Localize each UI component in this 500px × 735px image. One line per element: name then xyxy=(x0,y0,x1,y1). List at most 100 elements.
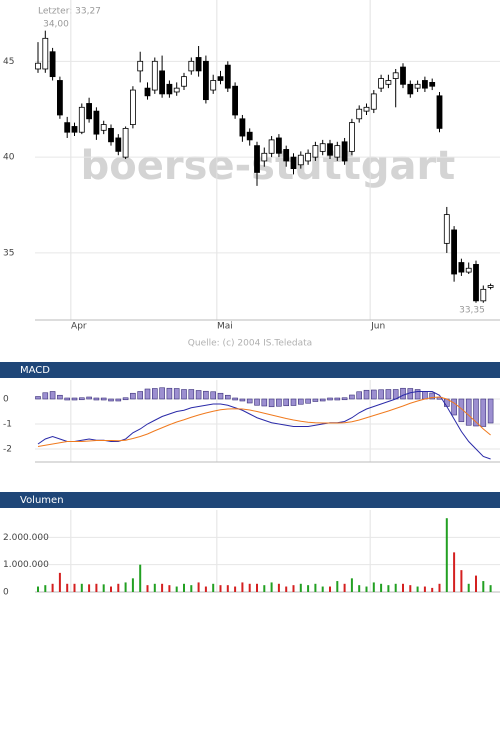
candle-body xyxy=(275,137,282,154)
histogram-bar xyxy=(487,398,494,424)
histogram-bar xyxy=(268,398,275,408)
volume-bar xyxy=(453,552,456,592)
candle-body xyxy=(319,143,326,152)
candle-body xyxy=(115,137,122,152)
histogram-bar xyxy=(261,398,268,407)
histogram-bar xyxy=(378,389,384,400)
y-tick-label: 0 xyxy=(3,395,9,405)
volume-bar xyxy=(66,583,69,592)
volume-bar xyxy=(153,583,156,592)
candle-body xyxy=(64,122,71,133)
candle-body xyxy=(378,78,385,89)
volume-bar xyxy=(358,585,361,592)
volume-bar xyxy=(460,570,463,592)
histogram-bar xyxy=(473,398,479,427)
histogram-bar xyxy=(363,389,370,400)
volume-bar xyxy=(380,583,383,592)
histogram-bar xyxy=(334,397,341,401)
y-tick-label: -2 xyxy=(3,445,12,455)
x-tick-label: Apr xyxy=(71,322,87,332)
high-label: 34,00 xyxy=(43,20,69,30)
panel-header xyxy=(0,492,500,508)
candle-body xyxy=(429,81,436,87)
candle-body xyxy=(392,72,399,79)
histogram-bar xyxy=(465,398,472,426)
volume-bar xyxy=(416,586,419,592)
histogram-bar xyxy=(246,398,253,404)
histogram-bar xyxy=(451,398,457,416)
histogram-bar xyxy=(400,387,406,400)
volume-bar xyxy=(183,583,185,592)
histogram-bar xyxy=(305,398,311,404)
volume-bar xyxy=(212,583,215,592)
panel-header xyxy=(0,362,500,378)
histogram-bar xyxy=(429,392,436,400)
volume-bar xyxy=(241,582,244,592)
candle-body xyxy=(137,60,144,72)
volume-bar xyxy=(234,586,237,592)
candle-body xyxy=(166,83,173,95)
y-tick-label: 2.000.000 xyxy=(3,533,49,543)
candle-body xyxy=(57,80,63,116)
histogram-bar xyxy=(57,394,63,400)
histogram-bar xyxy=(290,398,297,406)
candle-body xyxy=(42,37,49,70)
histogram-bar xyxy=(35,396,41,400)
volume-bar xyxy=(88,584,91,592)
last-price-label: Letzter: 33,27 xyxy=(38,7,101,17)
candle-body xyxy=(173,87,180,93)
candle-body xyxy=(217,76,224,81)
candle-body xyxy=(414,83,421,89)
histogram-bar xyxy=(225,394,231,400)
histogram-bar xyxy=(188,389,195,400)
histogram-bar xyxy=(152,388,158,400)
volume-bar xyxy=(336,581,339,592)
candle-body xyxy=(487,285,494,288)
candle-body xyxy=(421,80,428,89)
volume-bar xyxy=(445,518,448,592)
candle-body xyxy=(210,80,217,91)
volume-bar xyxy=(197,582,200,592)
candle-body xyxy=(35,62,41,70)
candle-body xyxy=(100,124,107,131)
candle-body xyxy=(268,139,275,154)
watermark: boerse-stuttgart xyxy=(81,143,456,189)
volume-bar xyxy=(402,583,404,592)
volume-bar xyxy=(394,583,397,592)
histogram-bar xyxy=(414,389,421,400)
histogram-bar xyxy=(122,397,129,401)
volume-bar xyxy=(256,583,258,592)
candle-body xyxy=(71,126,78,133)
panel-title: Volumen xyxy=(20,495,64,506)
candle-body xyxy=(86,103,92,120)
volume-bar xyxy=(314,583,317,592)
volume-bar xyxy=(431,587,434,592)
histogram-bar xyxy=(327,397,333,401)
volume-bar xyxy=(73,583,76,592)
histogram-bar xyxy=(356,391,363,400)
volume-bar xyxy=(204,586,207,592)
volume-bar xyxy=(263,585,266,592)
y-tick-label: 35 xyxy=(3,248,14,258)
histogram-bar xyxy=(283,398,290,407)
volume-bar xyxy=(226,585,229,592)
volume-bar xyxy=(475,575,477,592)
candle-body xyxy=(261,152,268,162)
y-tick-label: 45 xyxy=(3,57,14,67)
volume-bar xyxy=(37,586,39,592)
histogram-bar xyxy=(159,387,165,400)
candle-body xyxy=(297,154,304,166)
candle-body xyxy=(385,80,392,85)
volume-bar xyxy=(482,581,485,592)
candle-body xyxy=(144,87,151,97)
candle-body xyxy=(480,288,487,302)
histogram-bar xyxy=(239,398,246,402)
histogram-bar xyxy=(137,391,143,400)
histogram-bar xyxy=(166,387,173,400)
candle-body xyxy=(473,264,479,302)
histogram-bar xyxy=(130,392,136,400)
candle-body xyxy=(465,267,472,273)
candle-body xyxy=(341,141,348,162)
histogram-bar xyxy=(370,389,377,400)
